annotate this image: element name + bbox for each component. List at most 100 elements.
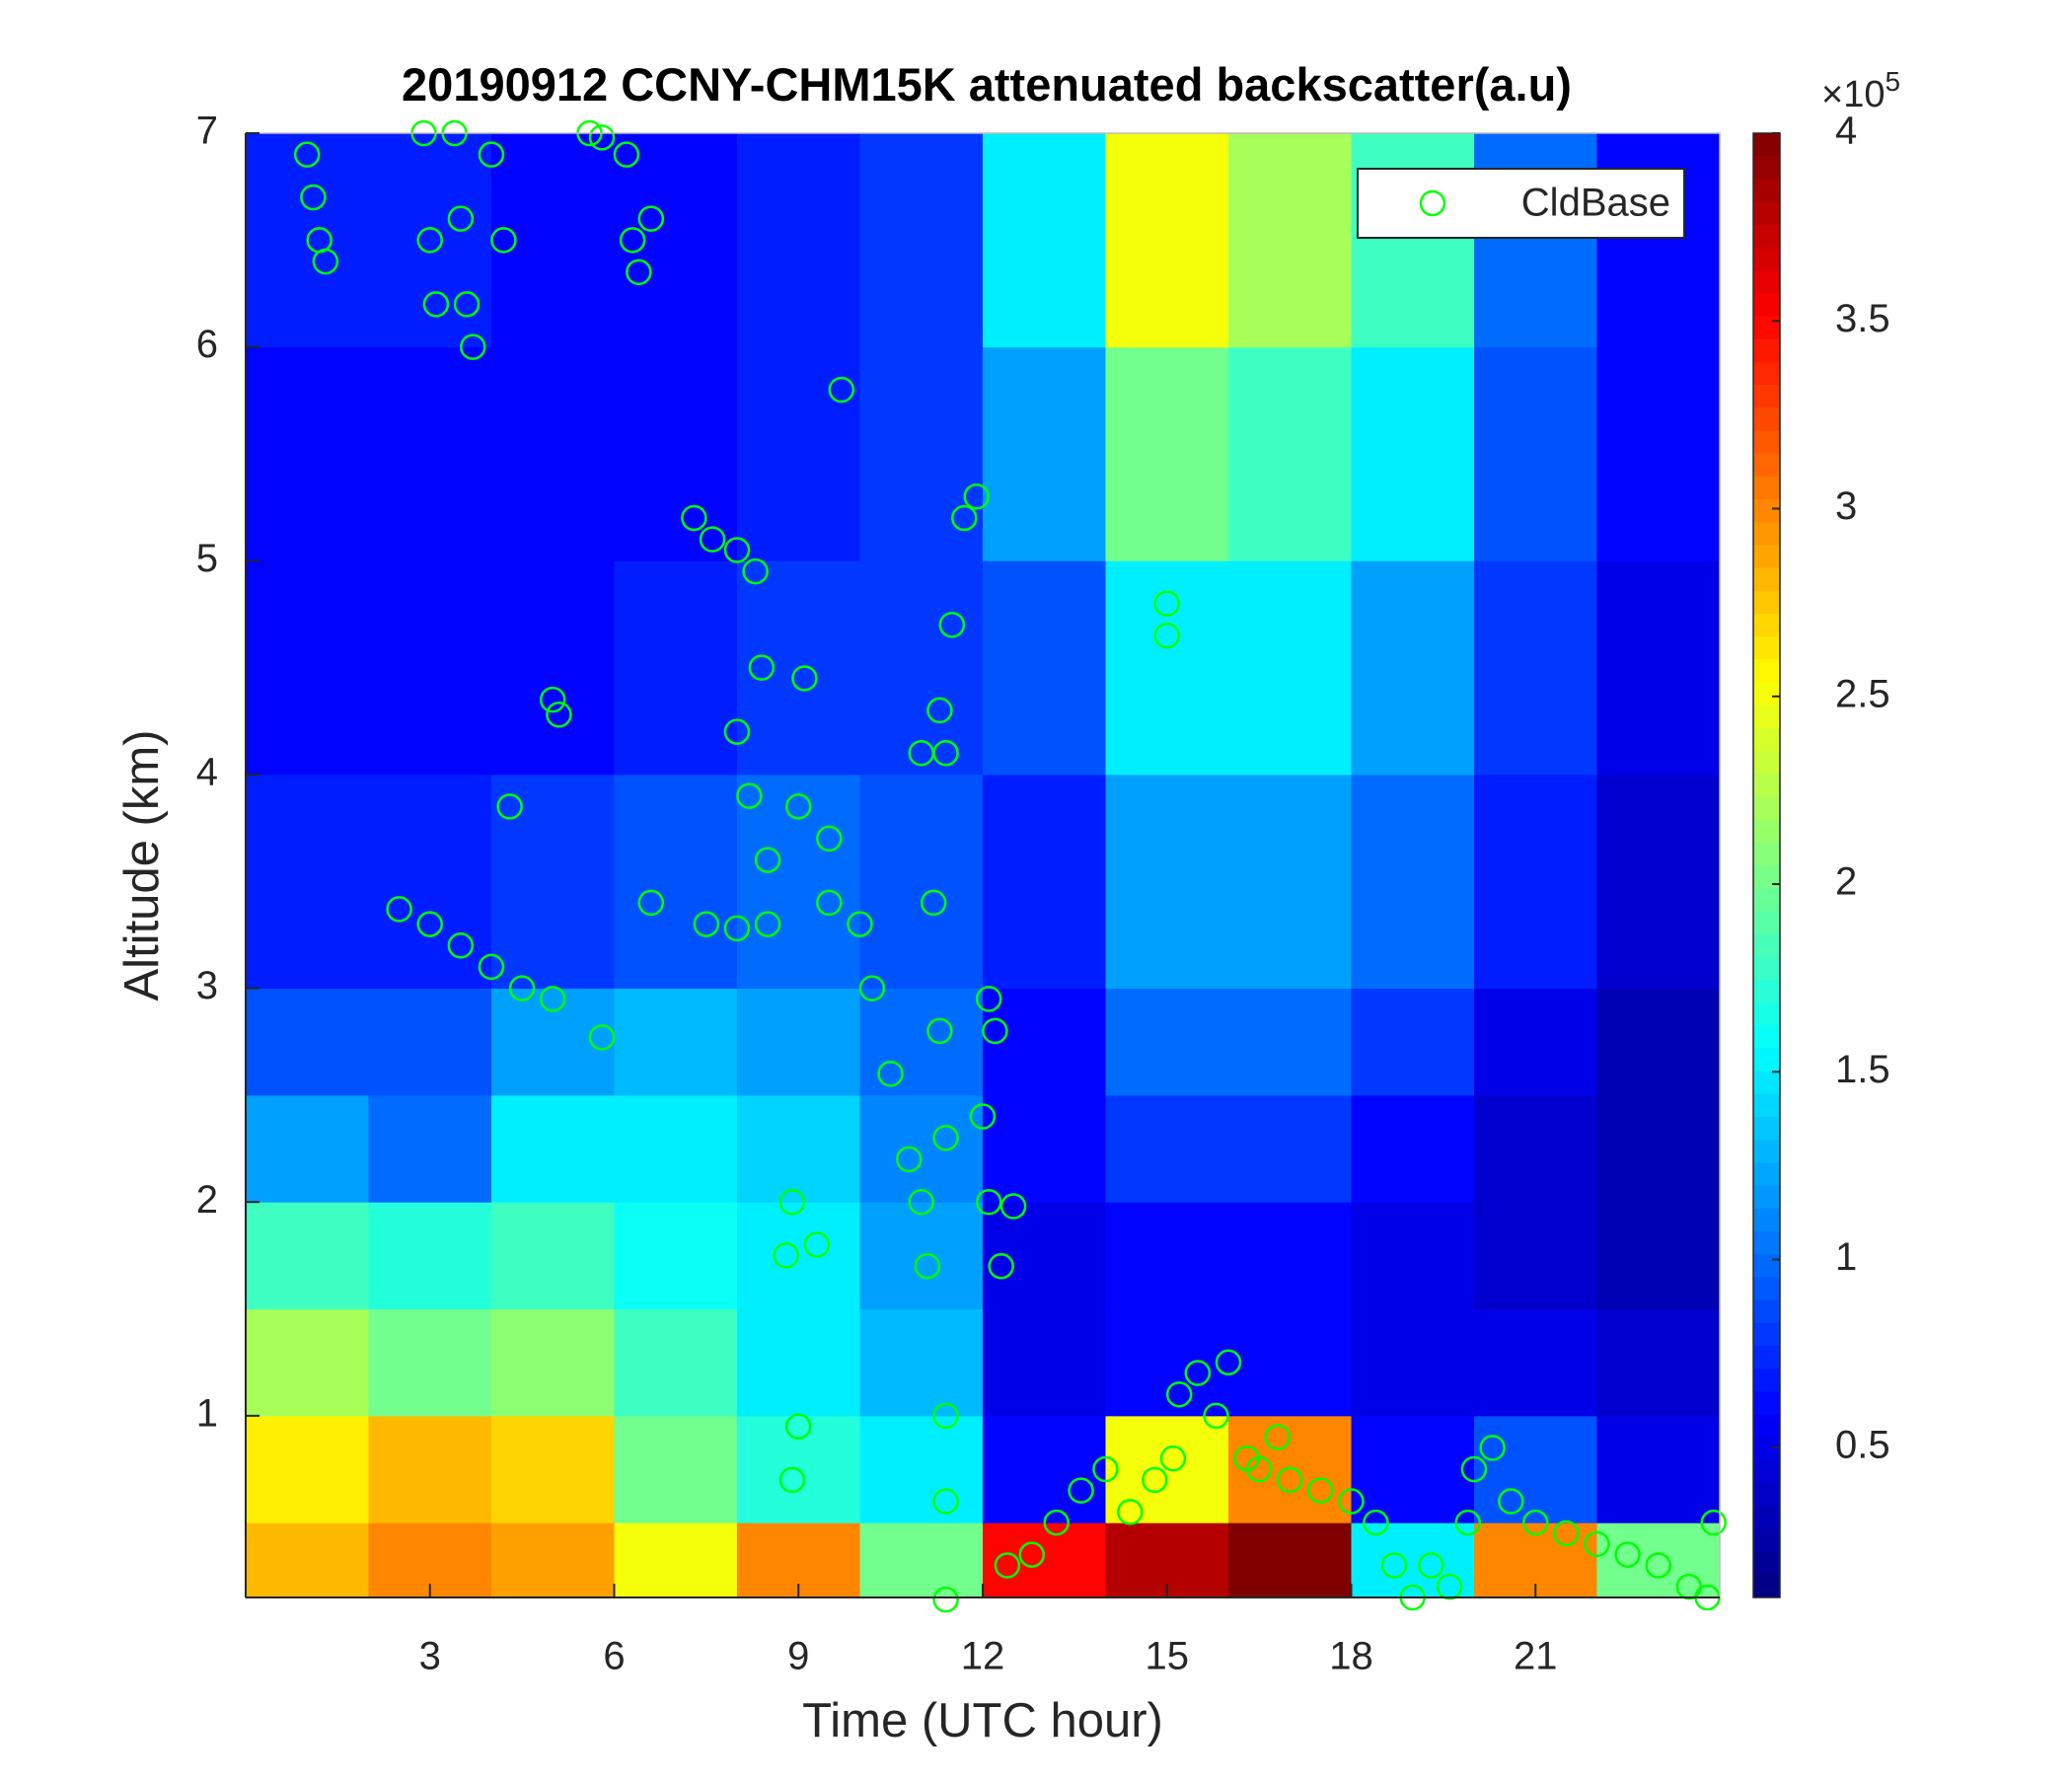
- heat-cell: [983, 1202, 1106, 1310]
- heat-cell: [614, 560, 738, 776]
- heat-cell: [1474, 346, 1597, 561]
- cloud-base-point: [908, 740, 934, 767]
- cloud-base-point: [619, 227, 646, 254]
- cloud-base-point: [920, 889, 947, 917]
- heat-cell: [737, 1094, 860, 1203]
- legend-marker: [1419, 189, 1446, 217]
- colorbar-swatch: [1753, 682, 1780, 706]
- colorbar-swatch: [1753, 1414, 1780, 1439]
- colorbar-swatch: [1753, 201, 1780, 226]
- colorbar-swatch: [1753, 1231, 1780, 1255]
- x-tick-label: 9: [787, 1635, 809, 1678]
- heat-cell: [983, 346, 1106, 561]
- heat-cell: [1105, 346, 1229, 561]
- heat-cell: [614, 1415, 738, 1523]
- cloud-base-point: [1614, 1541, 1641, 1568]
- colorbar-swatch: [1753, 1117, 1780, 1141]
- heat-cell: [614, 346, 738, 561]
- cloud-base-point: [447, 931, 475, 959]
- heat-cell: [1105, 774, 1229, 990]
- cloud-base-point: [932, 1124, 959, 1151]
- cloud-base-point: [1460, 1455, 1488, 1483]
- cloud-base-point: [932, 1402, 959, 1430]
- cloud-base-point: [723, 915, 751, 942]
- cloud-base-point: [1454, 1509, 1482, 1536]
- heat-cell: [859, 988, 984, 1096]
- heat-cell: [491, 1094, 615, 1203]
- cloud-base-point: [693, 911, 720, 937]
- cloud-base-point: [699, 526, 726, 553]
- colorbar-swatch: [1753, 1437, 1780, 1461]
- cloud-base-point: [588, 1024, 616, 1051]
- colorbar-swatch: [1753, 545, 1780, 569]
- cloud-base-point: [736, 782, 763, 809]
- heat-cell: [1351, 1308, 1475, 1417]
- heat-cell: [614, 1202, 738, 1310]
- colorbar-swatch: [1753, 1162, 1780, 1187]
- heat-cell: [491, 774, 615, 990]
- heat-cell: [859, 1415, 984, 1523]
- heat-cell: [1105, 1094, 1229, 1203]
- heat-cell: [614, 774, 738, 990]
- cloud-base-point: [791, 665, 818, 692]
- heat-cell: [491, 988, 615, 1096]
- heat-cell: [859, 1308, 984, 1417]
- heat-cell: [246, 560, 369, 776]
- cloud-base-point: [637, 205, 665, 232]
- colorbar: 0.5 1 1.5 2 2.5 3 3.5 4: [1752, 110, 1890, 1598]
- cloud-base-point: [999, 1193, 1027, 1220]
- cloud-base-point: [1043, 1509, 1070, 1536]
- heat-cell: [859, 1522, 984, 1598]
- colorbar-swatch: [1753, 453, 1780, 478]
- heat-cell: [1474, 1202, 1597, 1310]
- colorbar-tick-label: 1: [1835, 1235, 1857, 1279]
- cloud-base-point: [778, 1188, 806, 1216]
- heat-cell: [368, 1094, 492, 1203]
- colorbar-swatch: [1753, 408, 1780, 431]
- colorbar-swatch: [1753, 819, 1780, 844]
- colorbar-swatch: [1753, 1025, 1780, 1049]
- colorbar-swatch: [1753, 1140, 1780, 1163]
- cloud-base-point: [723, 718, 751, 745]
- cloud-base-point: [1203, 1402, 1229, 1430]
- colorbar-tick-label: 0.5: [1835, 1423, 1890, 1466]
- heat-cell: [983, 1522, 1106, 1598]
- heat-cell: [614, 1308, 738, 1417]
- colorbar-swatch: [1753, 567, 1780, 592]
- colorbar-swatch: [1753, 1483, 1780, 1507]
- cloud-base-point: [1700, 1509, 1728, 1536]
- cloud-base-point: [460, 334, 486, 360]
- heat-cell: [1105, 988, 1229, 1096]
- heat-cell: [1228, 988, 1352, 1096]
- heat-cell: [859, 560, 984, 776]
- multiplier-exponent: 5: [1885, 66, 1900, 97]
- y-tick-label: 6: [196, 323, 218, 366]
- cloud-base-point: [896, 1146, 923, 1173]
- cloud-base-point: [1363, 1509, 1389, 1536]
- cloud-base-point: [748, 654, 776, 681]
- heat-cell: [983, 988, 1106, 1096]
- colorbar-swatch: [1753, 224, 1780, 249]
- colorbar-swatch: [1753, 1048, 1780, 1073]
- cloud-base-point: [1092, 1455, 1119, 1483]
- cloud-base-point: [1584, 1530, 1610, 1558]
- heat-cell: [1351, 774, 1475, 990]
- heat-cell: [1474, 560, 1597, 776]
- colorbar-swatch: [1753, 911, 1780, 935]
- cloud-base-point: [300, 184, 327, 211]
- heat-cell: [614, 1522, 738, 1598]
- x-tick-label: 15: [1146, 1635, 1190, 1678]
- colorbar-swatch: [1753, 1345, 1780, 1370]
- heat-cell: [491, 346, 615, 561]
- heat-cell: [1105, 1202, 1229, 1310]
- heat-cell: [491, 1522, 615, 1598]
- colorbar-swatch: [1753, 751, 1780, 775]
- cloud-base-point: [478, 953, 505, 981]
- colorbar-multiplier: ×105: [1821, 66, 1900, 115]
- colorbar-swatch: [1753, 1322, 1780, 1347]
- cloud-base-point: [988, 1252, 1014, 1280]
- colorbar-swatch: [1753, 1528, 1780, 1553]
- heat-cell: [368, 1308, 492, 1417]
- heat-cell: [1596, 1202, 1721, 1310]
